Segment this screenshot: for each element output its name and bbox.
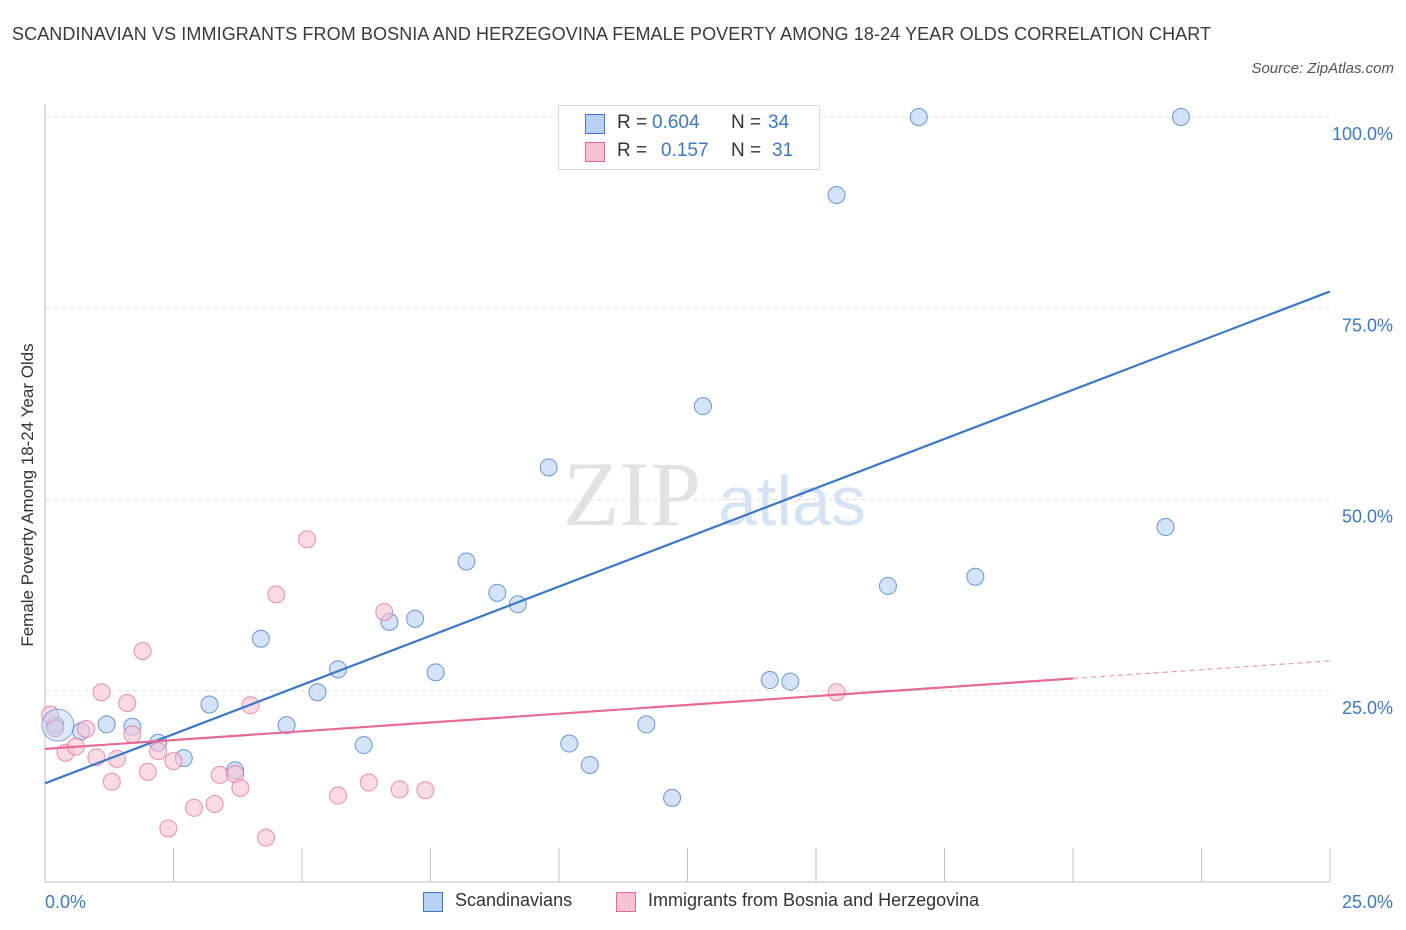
- legend-r-value: 0.157: [661, 140, 709, 161]
- point-bosnia: [118, 693, 137, 712]
- point-scandinavians: [488, 583, 507, 602]
- grid-lines: [45, 116, 1330, 692]
- point-bosnia: [257, 828, 276, 847]
- point-bosnia: [375, 602, 394, 621]
- point-scandinavians: [663, 788, 682, 807]
- trend-lines: [44, 290, 1331, 785]
- point-bosnia: [92, 683, 111, 702]
- y-tick-label: 25.0%: [1342, 698, 1393, 718]
- tick-labels: 25.0% 50.0% 75.0% 100.0% 0.0% 25.0%: [45, 124, 1393, 912]
- point-bosnia: [102, 772, 121, 791]
- point-bosnia: [267, 585, 286, 604]
- y-tick-label: 75.0%: [1342, 315, 1393, 335]
- point-bosnia: [149, 742, 168, 761]
- point-scandinavians: [97, 715, 116, 734]
- watermark-zip: ZIP: [563, 443, 701, 545]
- point-bosnia: [298, 530, 317, 549]
- legend-swatch-pink: [585, 142, 605, 162]
- point-scandinavians: [637, 715, 656, 734]
- point-scandinavians: [200, 695, 219, 714]
- point-bosnia: [205, 794, 224, 813]
- point-bosnia: [77, 720, 96, 738]
- point-bosnia: [231, 778, 250, 797]
- point-scandinavians: [1156, 518, 1175, 537]
- point-scandinavians: [781, 672, 800, 691]
- point-bosnia: [416, 781, 435, 800]
- point-bosnia: [133, 641, 152, 660]
- point-scandinavians: [580, 755, 599, 774]
- y-tick-label: 50.0%: [1342, 507, 1393, 527]
- legend-r-value: 0.604: [652, 112, 700, 133]
- point-scandinavians: [560, 734, 579, 753]
- watermark-atlas: atlas: [718, 462, 866, 540]
- watermark: ZIP atlas: [563, 443, 866, 545]
- point-scandinavians: [909, 108, 928, 126]
- point-scandinavians: [406, 609, 425, 628]
- point-bosnia: [46, 719, 65, 738]
- trend-line-scandinavians: [44, 290, 1331, 785]
- point-scandinavians: [878, 576, 897, 595]
- point-scandinavians: [539, 458, 558, 477]
- point-bosnia: [164, 752, 183, 771]
- legend-r-label: R =: [617, 112, 648, 133]
- point-scandinavians: [966, 567, 985, 586]
- point-scandinavians: [277, 716, 296, 735]
- point-scandinavians: [308, 683, 327, 702]
- point-scandinavians: [457, 552, 476, 571]
- point-scandinavians: [827, 186, 846, 205]
- legend-n-value: 31: [772, 140, 794, 161]
- legend-n-label: N =: [731, 112, 762, 133]
- point-bosnia: [328, 786, 347, 805]
- point-bosnia: [138, 762, 157, 781]
- point-scandinavians: [1171, 108, 1190, 126]
- point-scandinavians: [41, 708, 75, 742]
- point-bosnia: [159, 819, 178, 838]
- point-scandinavians: [760, 671, 779, 690]
- point-bosnia: [359, 773, 378, 792]
- legend-swatch-pink: [616, 892, 636, 912]
- axes: [44, 104, 1331, 883]
- legend-n-label: N =: [731, 140, 762, 161]
- point-bosnia: [123, 725, 142, 744]
- y-tick-label: 100.0%: [1332, 124, 1393, 144]
- source-label: Source: ZipAtlas.com: [1251, 60, 1394, 77]
- point-scandinavians: [426, 663, 445, 682]
- x-tick-label: 25.0%: [1342, 892, 1393, 912]
- point-bosnia: [827, 683, 846, 702]
- point-scandinavians: [693, 397, 712, 416]
- legend-swatch-blue: [423, 892, 443, 912]
- point-bosnia: [390, 780, 409, 799]
- trend-line-bosnia: [44, 677, 1074, 750]
- point-bosnia: [210, 765, 229, 784]
- legend-r-label: R =: [617, 140, 648, 161]
- stats-legend: R = 0.604 N = 34 R = 0.157 N = 31: [558, 105, 820, 170]
- point-scandinavians: [251, 629, 270, 648]
- point-bosnia: [185, 798, 204, 817]
- legend-n-value: 34: [768, 112, 790, 133]
- x-tick-label: 0.0%: [45, 892, 86, 912]
- legend-label: Immigrants from Bosnia and Herzegovina: [648, 890, 980, 910]
- point-scandinavians: [354, 736, 373, 755]
- legend-label: Scandinavians: [455, 890, 573, 910]
- chart-title: SCANDINAVIAN VS IMMIGRANTS FROM BOSNIA A…: [12, 24, 1212, 44]
- trend-line-bosnia-dashed: [1072, 660, 1331, 680]
- legend-swatch-blue: [585, 114, 605, 134]
